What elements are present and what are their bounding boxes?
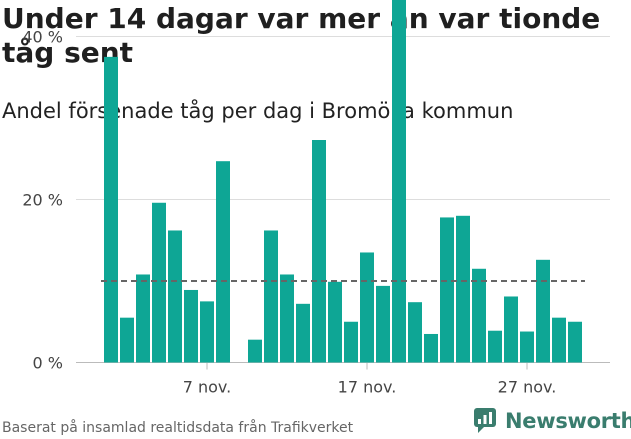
bar [472, 268, 486, 363]
bar [296, 303, 310, 363]
x-tick-label: 17 nov. [338, 378, 397, 397]
x-tick-label: 7 nov. [183, 378, 232, 397]
bar [536, 259, 550, 363]
bar [552, 317, 566, 363]
y-tick-label: 40 % [22, 28, 63, 47]
bar [168, 230, 182, 363]
bar [488, 330, 502, 363]
newsworthy-logo-icon [474, 408, 496, 433]
bar [344, 321, 358, 363]
bar [104, 56, 118, 363]
bar [216, 161, 230, 363]
bar [520, 331, 534, 363]
bar [248, 339, 262, 363]
newsworthy-logo: Newsworthy [474, 406, 631, 436]
bar [152, 202, 166, 363]
bar [360, 252, 374, 363]
logo-text: Newsworthy [505, 409, 631, 433]
bar [408, 302, 422, 363]
x-tick-label: 27 nov. [498, 378, 557, 397]
bar [440, 217, 454, 363]
bar [200, 301, 214, 363]
bar [392, 0, 406, 363]
bar [120, 317, 134, 363]
bar [264, 230, 278, 363]
bar [456, 215, 470, 363]
bar [424, 333, 438, 363]
y-tick-label: 20 % [22, 191, 63, 210]
bar [568, 321, 582, 363]
bar [184, 289, 198, 363]
y-tick-label: 0 % [33, 354, 63, 373]
source-footer: Baserat på insamlad realtidsdata från Tr… [2, 420, 354, 436]
bar [280, 274, 294, 363]
bar [376, 285, 390, 363]
chart-title: Under 14 dagar var mer än var tionde tåg… [2, 2, 601, 69]
bar [312, 140, 326, 363]
bar [136, 274, 150, 363]
chart-subtitle: Andel försenade tåg per dag i Bromölla k… [2, 99, 514, 123]
bar [504, 296, 518, 363]
bar [328, 281, 342, 363]
